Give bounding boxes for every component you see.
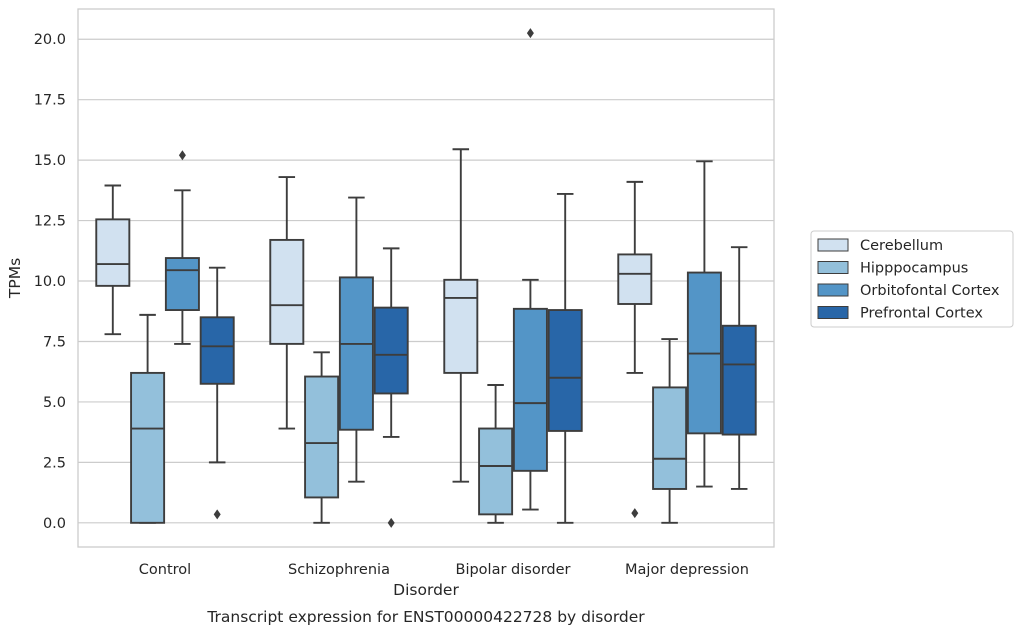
box-iqr <box>512 307 548 472</box>
box-iqr <box>617 253 653 305</box>
x-axis-title: Disorder <box>393 581 459 599</box>
y-axis-title: TPMs <box>6 258 24 299</box>
box-iqr <box>443 278 479 374</box>
legend-swatch <box>817 238 849 252</box>
box-group <box>617 180 653 519</box>
box-group <box>164 150 200 345</box>
legend-label: Cerebellum <box>860 238 943 254</box>
y-tick-label: 10.0 <box>34 274 66 290</box>
box-group <box>373 247 409 528</box>
y-tick-labels: 0.0 2.5 5.0 7.5 10.0 12.5 15.0 17.5 20.0 <box>34 32 66 532</box>
legend: Cerebellum Hipppocampus Orbitofontal Corte… <box>810 230 1014 328</box>
outlier-point <box>526 28 534 39</box>
box-group <box>721 246 757 490</box>
box-group <box>443 148 479 483</box>
box-iqr <box>338 276 374 431</box>
box-iqr <box>652 386 688 490</box>
legend-label: Hipppocampus <box>860 261 968 277</box>
legend-swatch <box>817 283 849 297</box>
y-tick-label: 12.5 <box>34 214 66 230</box>
box-iqr <box>373 306 409 395</box>
box-group <box>130 313 166 524</box>
box-iqr <box>304 375 340 499</box>
box-iqr <box>164 257 200 311</box>
outlier-point <box>178 150 186 161</box>
box-iqr <box>95 218 131 287</box>
box-group <box>686 160 722 488</box>
box-group <box>478 384 514 524</box>
legend-label: Orbitofontal Cortex <box>860 283 1000 299</box>
y-tick-label: 2.5 <box>43 455 66 471</box>
box-group <box>512 28 548 511</box>
y-tick-label: 5.0 <box>43 395 66 411</box>
box-group <box>95 184 131 336</box>
x-tick-label: Bipolar disorder <box>456 562 571 578</box>
box-group <box>652 338 688 524</box>
y-tick-label: 7.5 <box>43 334 66 350</box>
x-tick-label: Schizophrenia <box>288 562 390 578</box>
box-iqr <box>478 427 514 516</box>
box-series <box>95 28 757 528</box>
y-tick-label: 17.5 <box>34 93 66 109</box>
box-group <box>304 351 340 524</box>
outlier-point <box>213 509 221 520</box>
legend-swatch <box>817 261 849 274</box>
x-tick-labels: Control Schizophrenia Bipolar disorder Majo… <box>139 562 749 578</box>
legend-label: Prefrontal Cortex <box>860 306 983 322</box>
y-tick-label: 0.0 <box>43 516 66 532</box>
box-group <box>338 196 374 483</box>
chart-caption: Transcript expression for ENST0000042272… <box>206 608 645 626</box>
box-iqr <box>130 371 166 524</box>
box-iqr <box>721 324 757 436</box>
legend-swatch <box>817 306 849 319</box>
box-group <box>199 266 235 520</box>
legend-frame <box>810 230 1014 328</box>
box-iqr <box>269 238 305 345</box>
box-group <box>269 176 305 430</box>
x-tick-label: Control <box>139 562 191 578</box>
x-tick-label: Major depression <box>625 562 749 578</box>
y-tick-label: 20.0 <box>34 32 66 48</box>
gridlines <box>78 38 774 524</box>
outlier-point <box>631 508 639 519</box>
box-iqr <box>547 309 583 432</box>
outlier-point <box>387 517 395 528</box>
box-iqr <box>199 316 235 385</box>
box-group <box>547 193 583 524</box>
y-tick-label: 15.0 <box>34 153 66 169</box>
